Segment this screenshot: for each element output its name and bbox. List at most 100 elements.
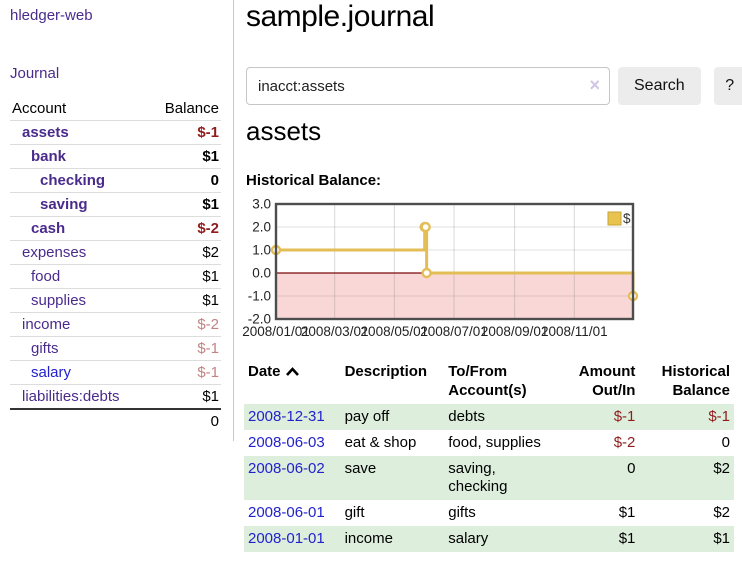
historical-balance-chart: $3.0 2.0 1.0 0.0 -1.0 -2.0 2008/01/01 2008/03/0…	[242, 196, 646, 348]
transaction-date-link[interactable]: 2008-06-03	[248, 434, 325, 451]
account-link[interactable]: cash	[31, 220, 66, 237]
sidebar-item-journal[interactable]: Journal	[10, 65, 60, 82]
chart-canvas: $3.0 2.0 1.0 0.0 -1.0 -2.02008/01/012008/03/0…	[242, 197, 639, 339]
transaction-accounts: debts	[448, 408, 485, 425]
account-balance: $-1	[148, 336, 221, 361]
transaction-description: eat & shop	[344, 434, 417, 451]
transaction-amount: 0	[627, 460, 636, 477]
chevron-up-icon	[285, 367, 299, 376]
transaction-accounts: salary	[448, 530, 489, 547]
negative-region	[276, 273, 633, 319]
x-axis-tick: 2008/11/01	[541, 324, 608, 339]
legend-label: $	[623, 211, 631, 226]
account-balance: $1	[148, 288, 221, 313]
x-axis-tick: 2008/01/01	[242, 324, 310, 339]
account-link[interactable]: income	[22, 316, 71, 333]
account-row: expenses $2	[10, 240, 221, 265]
transaction-description: income	[344, 530, 393, 547]
account-link[interactable]: assets	[22, 124, 69, 141]
account-balance: $-1	[197, 124, 219, 141]
transaction-description: gift	[344, 504, 365, 521]
help-button[interactable]: ?	[713, 67, 742, 105]
plot-border	[274, 202, 635, 321]
transaction-accounts: food, supplies	[448, 434, 541, 451]
transaction-balance: 0	[721, 434, 730, 451]
transaction-date-link[interactable]: 2008-06-02	[248, 460, 325, 477]
x-axis-tick: 2008/05/01	[361, 324, 429, 339]
y-axis-tick: 2.0	[252, 220, 271, 235]
account-balance: $1	[148, 192, 221, 217]
search-form: × Search ?	[246, 67, 742, 105]
accounts-header-balance: Balance	[148, 97, 221, 121]
transaction-amount: $1	[618, 530, 636, 547]
account-row: assets $-1	[10, 121, 221, 145]
accounts-total-balance: 0	[148, 408, 221, 433]
account-link[interactable]: supplies	[31, 292, 87, 309]
legend-swatch	[607, 211, 622, 226]
account-row: supplies $1	[10, 288, 221, 313]
account-link[interactable]: checking	[40, 172, 106, 189]
transaction-amount: $-2	[613, 434, 636, 451]
account-row: gifts $-1	[10, 336, 221, 361]
transaction-row: 2008-06-02 save saving, checking 0 $2	[244, 456, 734, 500]
account-balance: $-1	[148, 360, 221, 385]
accounts-table: Account Balance assets $-1 bank $1 checking 0…	[10, 97, 221, 433]
account-row: salary $-1	[10, 360, 221, 385]
account-balance: $1	[148, 264, 221, 289]
transaction-amount: $1	[618, 504, 636, 521]
sidebar: hledger-web Journal Account Balance asse…	[0, 0, 234, 441]
transaction-accounts: saving, checking	[448, 460, 508, 495]
clear-search-icon[interactable]: ×	[589, 75, 600, 95]
transaction-amount: $-1	[613, 408, 636, 425]
account-link[interactable]: food	[31, 268, 61, 285]
search-button[interactable]: Search	[618, 67, 701, 105]
y-axis-tick: 3.0	[252, 197, 271, 212]
column-header-date[interactable]: Date	[244, 358, 341, 404]
account-balance: $-2	[148, 312, 221, 337]
column-header-historical-balance: Historical Balance	[661, 363, 730, 399]
transaction-description: pay off	[344, 408, 390, 425]
column-header-description: Description	[344, 363, 428, 380]
account-link[interactable]: expenses	[22, 244, 87, 261]
transaction-row: 2008-06-01 gift gifts $1 $2	[244, 500, 734, 526]
account-row: food $1	[10, 264, 221, 289]
transaction-date-link[interactable]: 2008-12-31	[248, 408, 325, 425]
accounts-total-row: 0	[10, 408, 221, 433]
y-axis-tick: 0.0	[252, 266, 271, 281]
account-heading: assets	[246, 116, 322, 146]
data-point-marker	[420, 221, 431, 233]
account-balance: $-2	[148, 216, 221, 241]
transaction-description: save	[344, 460, 377, 477]
y-axis-tick: 1.0	[252, 243, 271, 258]
column-header-to-from-account-s-: To/From Account(s)	[448, 363, 527, 399]
app-title-link[interactable]: hledger-web	[10, 7, 93, 24]
account-link[interactable]: gifts	[31, 340, 59, 357]
x-axis-tick: 2008/07/01	[420, 324, 488, 339]
page-title: sample.journal	[246, 0, 435, 33]
search-input[interactable]	[246, 67, 610, 105]
account-balance: $2	[148, 240, 221, 265]
account-balance: $1	[148, 384, 221, 409]
account-link[interactable]: bank	[31, 148, 67, 165]
y-axis-tick: -2.0	[248, 312, 271, 327]
account-row: saving $1	[10, 192, 221, 217]
transaction-balance: $1	[713, 530, 730, 547]
account-row: liabilities:debts $1	[10, 384, 221, 409]
transaction-accounts: gifts	[448, 504, 476, 521]
transaction-date-link[interactable]: 2008-01-01	[248, 530, 325, 547]
account-row: checking 0	[10, 168, 221, 193]
data-point-marker	[421, 267, 432, 279]
account-row: bank $1	[10, 144, 221, 169]
transaction-balance: $2	[713, 460, 730, 477]
transaction-balance: $2	[713, 504, 730, 521]
transaction-row: 2008-12-31 pay off debts $-1 $-1	[244, 404, 734, 430]
transaction-row: 2008-01-01 income salary $1 $1	[244, 526, 734, 552]
transaction-date-link[interactable]: 2008-06-01	[248, 504, 325, 521]
account-link[interactable]: saving	[40, 196, 88, 213]
account-link[interactable]: salary	[31, 364, 72, 381]
main-content: sample.journal × Search ? assets Histori…	[242, 0, 742, 582]
account-row: cash $-2	[10, 216, 221, 241]
chart-title: Historical Balance:	[246, 172, 382, 189]
account-balance: 0	[148, 168, 221, 193]
account-link[interactable]: liabilities:debts	[22, 388, 120, 405]
